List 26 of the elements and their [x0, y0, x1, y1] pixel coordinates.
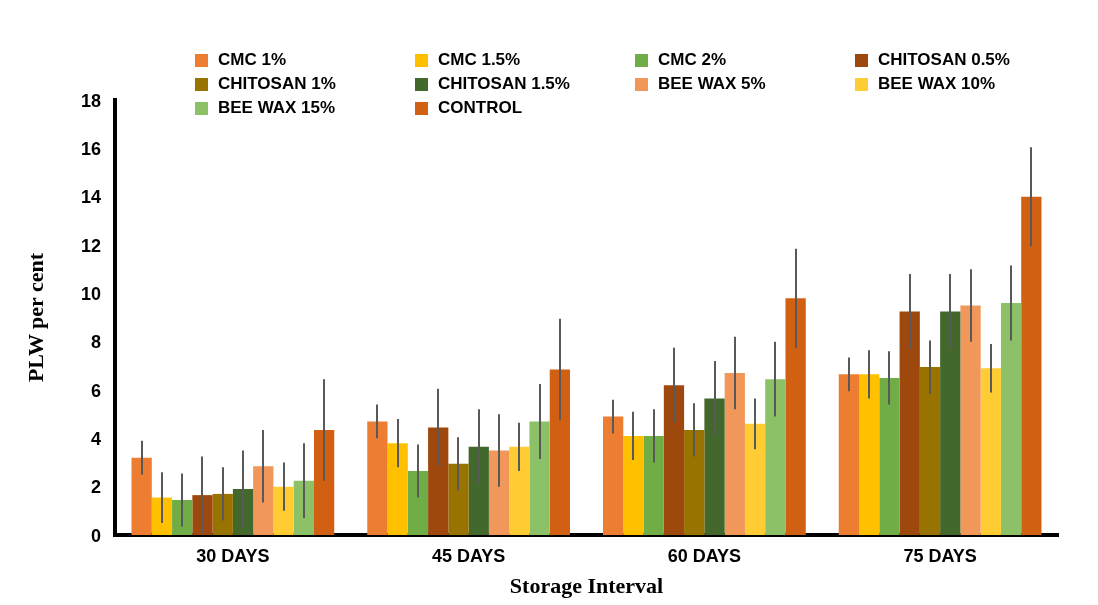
y-tick-label: 12: [80, 235, 101, 256]
x-tick-label: 60 DAYS: [667, 545, 742, 566]
y-tick-label: 14: [80, 187, 101, 208]
legend-label: BEE WAX 15%: [218, 98, 336, 118]
y-tick-label: 16: [80, 138, 101, 159]
y-tick-label: 6: [90, 380, 101, 401]
y-tick-label: 2: [90, 477, 101, 498]
y-axis-title: PLW per cent: [22, 252, 48, 383]
legend-label: CMC 1%: [218, 50, 287, 70]
y-tick-label: 18: [80, 90, 101, 111]
legend-label: CHITOSAN 1.5%: [438, 74, 570, 94]
y-tick-label: 4: [90, 428, 101, 449]
x-axis-title: Storage Interval: [509, 573, 664, 599]
y-tick-label: 8: [90, 332, 101, 353]
y-tick-label: 0: [90, 525, 101, 546]
legend-label: BEE WAX 10%: [878, 74, 996, 94]
legend-label: BEE WAX 5%: [658, 74, 766, 94]
x-tick-label: 45 DAYS: [431, 545, 506, 566]
x-tick-label: 75 DAYS: [903, 545, 977, 566]
legend-label: CHITOSAN 1%: [218, 74, 336, 94]
legend-label: CMC 2%: [658, 50, 727, 70]
legend-label: CMC 1.5%: [438, 50, 521, 70]
y-tick-label: 10: [80, 283, 101, 304]
legend-label: CONTROL: [438, 98, 523, 118]
x-tick-label: 30 DAYS: [196, 545, 270, 566]
legend-label: CHITOSAN 0.5%: [878, 50, 1010, 70]
